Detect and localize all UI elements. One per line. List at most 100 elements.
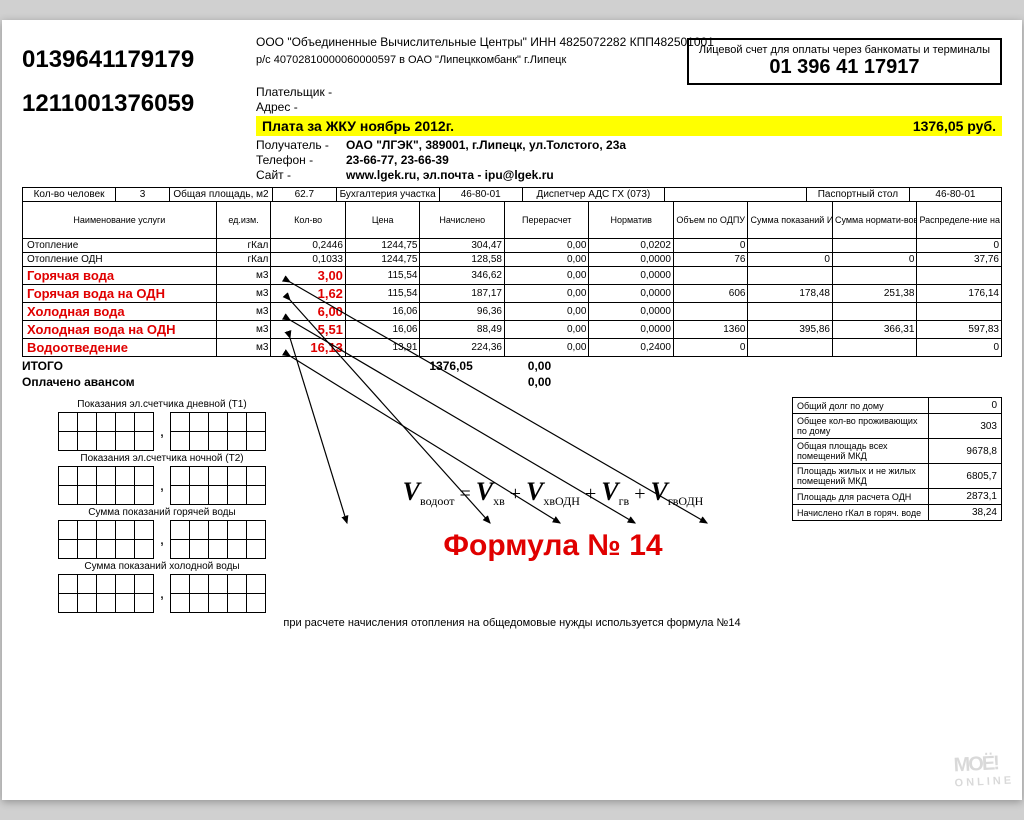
charges-table: Наименование услугиед.изм.Кол-воЦенаНачи…	[22, 201, 1002, 357]
cell: 16,06	[345, 321, 420, 339]
qty: 0,1033	[271, 253, 346, 267]
cell: 0	[673, 239, 748, 253]
summary-value: 6805,7	[928, 464, 1001, 489]
meter-grid[interactable]	[170, 574, 266, 613]
qty: 6,00	[271, 303, 346, 321]
service-name: Горячая вода на ОДН	[23, 285, 217, 303]
summary-row: Площадь для расчета ОДН2873,1	[793, 489, 1002, 505]
totals-row: ИТОГО 1376,05 0,00	[22, 359, 1002, 373]
service-name: Холодная вода	[23, 303, 217, 321]
cell	[748, 239, 832, 253]
summary-label: Общее кол-во проживающих по дому	[793, 414, 929, 439]
meter-grid[interactable]	[58, 574, 154, 613]
service-name: Горячая вода	[23, 267, 217, 285]
cell: 0,0000	[589, 285, 673, 303]
meter-label: Сумма показаний горячей воды	[22, 507, 302, 518]
formula-part: V	[601, 477, 618, 506]
formula-part: +	[629, 483, 650, 505]
meter-label: Показания эл.счетчика дневной (Т1)	[22, 399, 302, 410]
phone-row: Телефон -23-66-77, 23-66-39	[256, 153, 1002, 167]
cell: 346,62	[420, 267, 504, 285]
summary-value: 9678,8	[928, 439, 1001, 464]
cell: 0,00	[504, 321, 588, 339]
cell: 115,54	[345, 267, 420, 285]
charge-row: Водоотведением316,1313,91224,360,000,240…	[23, 339, 1002, 357]
document-header: 0139641179179 1211001376059 ООО "Объедин…	[22, 30, 1002, 183]
cell: 176,14	[917, 285, 1002, 303]
account-number-1: 0139641179179	[22, 46, 252, 74]
meter-input-row: ,	[22, 466, 302, 505]
meter-readings: Показания эл.счетчика дневной (Т1),Показ…	[22, 397, 302, 613]
building-summary: Общий долг по дому0Общее кол-во проживаю…	[792, 397, 1002, 613]
cell: 0,00	[504, 253, 588, 267]
formula-part: водоот	[420, 494, 454, 508]
col-header: Цена	[345, 202, 420, 239]
qty: 5,51	[271, 321, 346, 339]
cell: 0,00	[504, 285, 588, 303]
account-number-2: 1211001376059	[22, 90, 252, 118]
info-strip-table: Кол-во человек 3 Общая площадь, м2 62.7 …	[22, 187, 1002, 202]
cell: м3	[216, 303, 271, 321]
summary-row: Общая площадь всех помещений МКД9678,8	[793, 439, 1002, 464]
formula-part: гвОДН	[668, 494, 704, 508]
col-header: Сумма показаний ИПУ	[748, 202, 832, 239]
recipient-row: Получатель -ОАО "ЛГЭК", 389001, г.Липецк…	[256, 138, 1002, 152]
col-header: Норматив	[589, 202, 673, 239]
meter-grid[interactable]	[170, 466, 266, 505]
service-name: Водоотведение	[23, 339, 217, 357]
advance-value: 0,00	[394, 375, 551, 389]
meter-grid[interactable]	[170, 520, 266, 559]
cell: 0,00	[504, 267, 588, 285]
cell: 0	[917, 339, 1002, 357]
formula-part: +	[505, 483, 526, 505]
cell	[748, 303, 832, 321]
col-header: Объем по ОДПУ	[673, 202, 748, 239]
formula-part: =	[454, 483, 475, 505]
meter-label: Сумма показаний холодной воды	[22, 561, 302, 572]
qty: 1,62	[271, 285, 346, 303]
cell: гКал	[216, 253, 271, 267]
cell: 0,0000	[589, 321, 673, 339]
col-header: Наименование услуги	[23, 202, 217, 239]
buh-value: 46-80-01	[439, 188, 522, 202]
col-header: Начислено	[420, 202, 504, 239]
charge-row: Холодная вода на ОДНм35,5116,0688,490,00…	[23, 321, 1002, 339]
cell: м3	[216, 285, 271, 303]
summary-value: 0	[928, 398, 1001, 414]
charge-row: Отопление ОДНгКал0,10331244,75128,580,00…	[23, 253, 1002, 267]
cell: 16,06	[345, 303, 420, 321]
formula-expression: Vводоот = Vхв + VхвОДН + Vгв + VгвОДН	[314, 477, 792, 509]
cell: м3	[216, 321, 271, 339]
cell: 0,2400	[589, 339, 673, 357]
cell: 0,0000	[589, 303, 673, 321]
buh-label: Бухгалтерия участка	[336, 188, 439, 202]
charge-row: Горячая вода на ОДНм31,62115,54187,170,0…	[23, 285, 1002, 303]
summary-value: 303	[928, 414, 1001, 439]
total-label: ИТОГО	[22, 359, 208, 373]
passport-label: Паспортный стол	[806, 188, 909, 202]
summary-table: Общий долг по дому0Общее кол-во проживаю…	[792, 397, 1002, 521]
cell	[748, 267, 832, 285]
cell: 0,0000	[589, 253, 673, 267]
col-header: Сумма нормати-вов	[832, 202, 916, 239]
meter-grid[interactable]	[170, 412, 266, 451]
charge-row: Холодная водам36,0016,0696,360,000,0000	[23, 303, 1002, 321]
cell: 13,91	[345, 339, 420, 357]
payer-row: Плательщик -	[256, 85, 1002, 99]
cell: 178,48	[748, 285, 832, 303]
cell: 304,47	[420, 239, 504, 253]
bottom-section: Показания эл.счетчика дневной (Т1),Показ…	[22, 397, 1002, 613]
meter-grid[interactable]	[58, 412, 154, 451]
cell: гКал	[216, 239, 271, 253]
cell: 115,54	[345, 285, 420, 303]
persons-value: 3	[116, 188, 170, 202]
col-header: Распределе-ние на ОДН	[917, 202, 1002, 239]
cell: 0,0000	[589, 267, 673, 285]
cell	[832, 339, 916, 357]
cell: 0	[917, 239, 1002, 253]
meter-grid[interactable]	[58, 520, 154, 559]
summary-label: Общий долг по дому	[793, 398, 929, 414]
meter-grid[interactable]	[58, 466, 154, 505]
passport-value: 46-80-01	[909, 188, 1001, 202]
cell: 1360	[673, 321, 748, 339]
